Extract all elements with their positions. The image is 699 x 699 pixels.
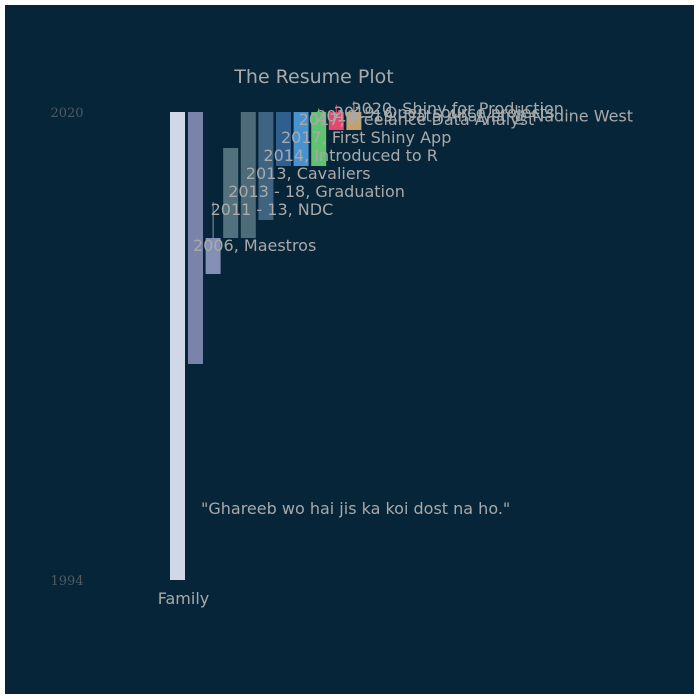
chart-title: The Resume Plot [233, 66, 393, 88]
chart-panel: The Resume Plot 1994 2020 2006, Maestros 2… [5, 5, 694, 694]
y-axis-ticks: 1994 2020 [50, 106, 83, 589]
bar-label: 2020, Shiny for Production [351, 99, 564, 118]
leader-lines-layer [195, 101, 355, 364]
y-tick-label: 2020 [50, 106, 83, 121]
bar-label: 2017, Freelance Data Analyst [299, 110, 535, 129]
bar-label: 2019, Open source projects [334, 103, 555, 122]
bar-family [170, 112, 185, 580]
quote-text: "Ghareeb wo hai jis ka koi dost na ho." [201, 499, 510, 518]
bar-label: 2006, Maestros [193, 236, 316, 255]
bar-label: 2018 - 19, Data Analyst @ Nadine West [316, 106, 633, 125]
y-tick-label: 1994 [50, 574, 83, 589]
base-bar-label: Family [158, 589, 209, 608]
bar-label: 2011 - 13, NDC [211, 200, 334, 219]
bar-label: 2014, Introduced to R [263, 146, 437, 165]
bar-label: 2013, Cavaliers [246, 164, 371, 183]
bar-label: 2013 - 18, Graduation [228, 182, 405, 201]
bar-label: 2017, First Shiny App [281, 128, 451, 147]
